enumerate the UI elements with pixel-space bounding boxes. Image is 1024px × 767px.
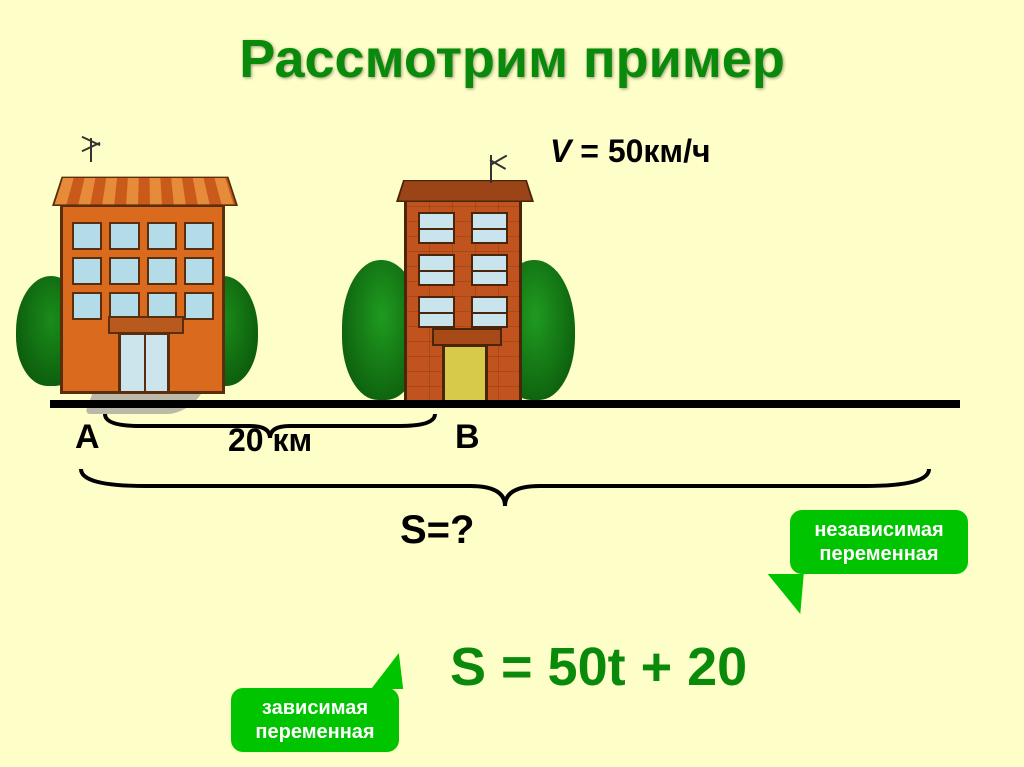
- door-icon: [442, 344, 488, 404]
- page-title: Рассмотрим пример: [0, 28, 1024, 90]
- point-a-label: А: [75, 418, 100, 457]
- s-unknown-label: S=?: [400, 508, 474, 553]
- brace-total: [75, 466, 935, 510]
- antenna-icon: [490, 155, 492, 183]
- window-icon: [72, 222, 102, 250]
- weathervane-icon: [90, 138, 92, 162]
- window-icon: [72, 292, 102, 320]
- formula: S = 50t + 20: [450, 636, 747, 698]
- window-icon: [72, 257, 102, 285]
- window-icon: [184, 292, 214, 320]
- callout-dependent-variable: зависимая переменная: [231, 688, 399, 752]
- window-icon: [418, 254, 455, 286]
- point-b-label: В: [455, 418, 480, 457]
- windows-grid: [418, 212, 508, 328]
- door-icon: [118, 332, 170, 394]
- window-icon: [109, 222, 139, 250]
- window-icon: [471, 254, 508, 286]
- number-line: [50, 400, 960, 408]
- distance-ab-label: 20 км: [228, 422, 312, 459]
- building-b: [360, 165, 560, 410]
- window-icon: [418, 212, 455, 244]
- window-icon: [418, 296, 455, 328]
- velocity-label: V = 50км/ч: [550, 133, 711, 170]
- window-icon: [184, 222, 214, 250]
- window-icon: [147, 222, 177, 250]
- callout-independent-variable: независимая переменная: [790, 510, 968, 574]
- window-icon: [184, 257, 214, 285]
- window-icon: [471, 212, 508, 244]
- velocity-value: = 50км/ч: [571, 133, 710, 169]
- roof-shape: [52, 177, 238, 206]
- velocity-var: V: [550, 133, 571, 169]
- roof-shape: [396, 180, 534, 202]
- windows-grid: [72, 222, 214, 320]
- window-icon: [109, 257, 139, 285]
- building-a: [30, 148, 250, 408]
- window-icon: [471, 296, 508, 328]
- window-icon: [147, 257, 177, 285]
